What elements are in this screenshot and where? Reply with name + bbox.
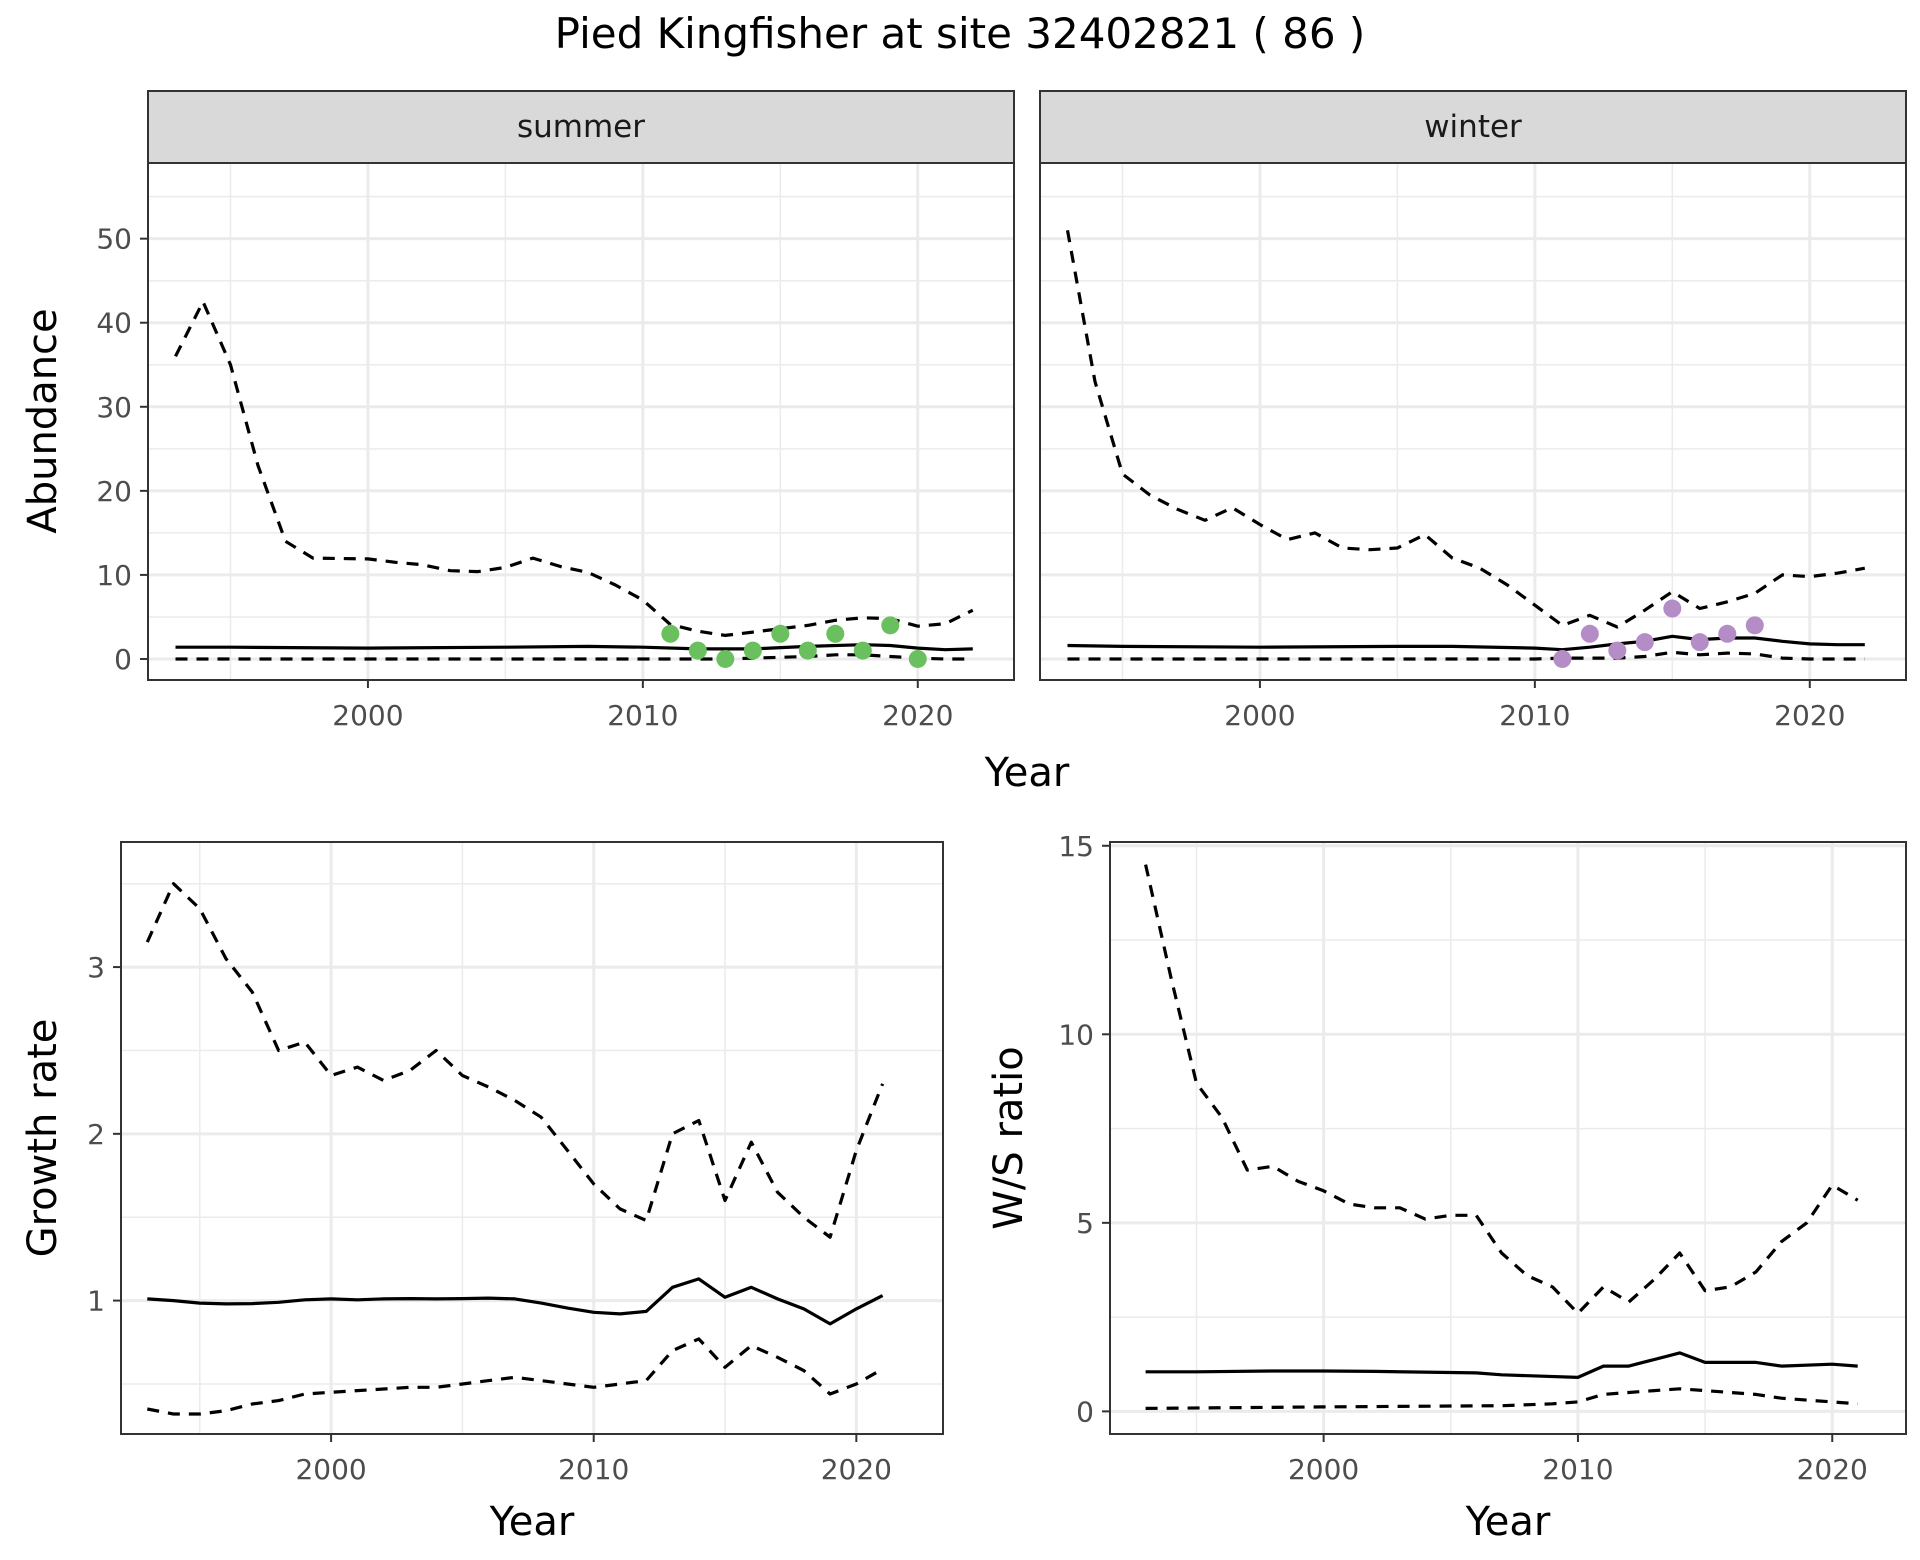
y-tick-label: 10: [1058, 1018, 1094, 1051]
x-axis-title: Year: [1465, 1499, 1551, 1545]
facet-strip-label: summer: [517, 109, 645, 145]
estimate-line: [1067, 634, 1865, 652]
observed-point: [1718, 624, 1737, 643]
observed-point: [661, 624, 680, 643]
upper-bound-line: [174, 300, 974, 637]
observed-point: [798, 641, 817, 660]
x-tick-label: 2020: [882, 699, 953, 732]
facet-strip: [147, 90, 1015, 164]
lower-bound-line: [1145, 1387, 1858, 1410]
observed-point: [716, 649, 735, 668]
y-axis-title: W/S ratio: [986, 1046, 1032, 1229]
x-tick-label: 2010: [558, 1453, 629, 1486]
chart-title: Pied Kingfisher at site 32402821 ( 86 ): [555, 9, 1366, 58]
upper-bound-line: [145, 882, 885, 1239]
observed-point: [743, 641, 762, 660]
x-axis-title: Year: [489, 1499, 575, 1545]
lower-bound-line: [1067, 650, 1865, 661]
upper-bound-line: [1065, 230, 1866, 629]
x-tick-label: 2020: [1774, 699, 1845, 732]
observed-point: [1580, 624, 1599, 643]
x-tick-label: 2000: [295, 1453, 366, 1486]
y-tick-label: 50: [96, 223, 132, 256]
x-axis-title: Year: [984, 750, 1070, 796]
x-tick-label: 2020: [821, 1453, 892, 1486]
y-tick-label: 40: [96, 307, 132, 340]
estimate-line: [1145, 1351, 1858, 1379]
facet-strip-label: winter: [1424, 109, 1522, 145]
y-tick-label: 30: [96, 391, 132, 424]
observed-point: [826, 624, 845, 643]
observed-point: [688, 641, 707, 660]
y-tick-label: 10: [96, 559, 132, 592]
y-tick-label: 2: [87, 1118, 105, 1151]
observed-point: [881, 616, 900, 635]
observed-point: [1553, 649, 1572, 668]
observed-point: [1663, 599, 1682, 618]
x-tick-label: 2000: [332, 699, 403, 732]
y-tick-label: 15: [1058, 830, 1094, 863]
facet-strip: [1039, 90, 1907, 164]
panel-border: [1109, 841, 1907, 1435]
upper-bound-line: [1144, 864, 1859, 1315]
x-tick-label: 2000: [1224, 699, 1295, 732]
y-tick-label: 5: [1076, 1207, 1094, 1240]
y-tick-label: 20: [96, 475, 132, 508]
y-axis-title: Growth rate: [20, 1019, 66, 1258]
observed-point: [1745, 616, 1764, 635]
observed-point: [908, 649, 927, 668]
x-tick-label: 2010: [607, 699, 678, 732]
estimate-line: [175, 643, 973, 652]
estimate-line: [147, 1277, 884, 1326]
x-tick-label: 2010: [1499, 699, 1570, 732]
panel-border: [120, 841, 944, 1435]
y-tick-label: 3: [87, 951, 105, 984]
x-tick-label: 2020: [1797, 1453, 1868, 1486]
y-tick-label: 0: [114, 643, 132, 676]
observed-point: [1608, 641, 1627, 660]
observed-point: [771, 624, 790, 643]
observed-point: [853, 641, 872, 660]
y-tick-label: 1: [87, 1285, 105, 1318]
y-axis-title: Abundance: [20, 308, 66, 533]
x-tick-label: 2010: [1542, 1453, 1613, 1486]
observed-point: [1690, 633, 1709, 652]
observed-point: [1635, 633, 1654, 652]
lower-bound-line: [147, 1337, 884, 1416]
x-tick-label: 2000: [1288, 1453, 1359, 1486]
y-tick-label: 0: [1076, 1395, 1094, 1428]
